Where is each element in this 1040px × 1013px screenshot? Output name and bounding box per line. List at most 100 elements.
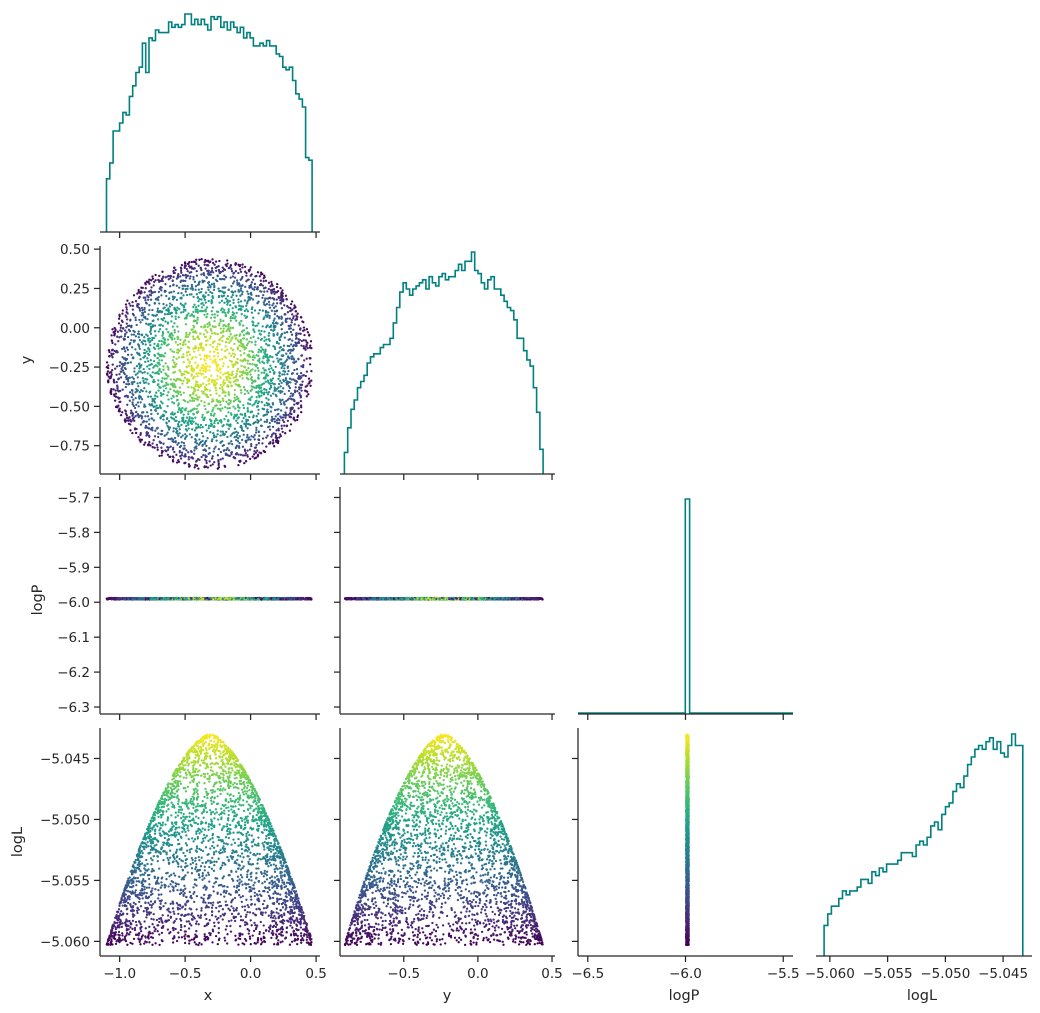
scatter-point: [246, 419, 250, 422]
scatter-point: [259, 279, 262, 282]
scatter-point: [250, 375, 253, 379]
scatter-point: [200, 390, 203, 393]
scatter-point: [127, 361, 130, 365]
scatter-point: [128, 329, 132, 333]
scatter-point: [156, 446, 159, 449]
scatter-point: [262, 377, 265, 380]
scatter-point: [111, 368, 114, 372]
scatter-point: [190, 267, 194, 270]
scatter-point: [237, 453, 240, 456]
scatter-point: [146, 334, 149, 338]
scatter-point: [266, 379, 270, 382]
scatter-point: [260, 329, 263, 333]
scatter-point: [213, 316, 217, 319]
scatter-point: [230, 413, 233, 416]
scatter-point: [269, 285, 272, 288]
scatter-point: [257, 438, 261, 442]
scatter-point: [169, 455, 172, 458]
scatter-point: [131, 376, 134, 379]
scatter-point: [271, 425, 275, 429]
scatter-point: [246, 290, 249, 293]
histogram-y: [343, 251, 544, 474]
scatter-point: [214, 347, 217, 351]
scatter-point: [169, 285, 172, 288]
scatter-point: [234, 383, 237, 386]
scatter-point: [207, 271, 210, 274]
scatter-point: [223, 381, 227, 385]
scatter-point: [208, 382, 211, 385]
scatter-point: [180, 451, 184, 454]
scatter-point: [125, 322, 128, 325]
scatter-point: [184, 308, 187, 312]
scatter-point: [144, 441, 147, 444]
scatter-point: [288, 411, 292, 415]
scatter-point: [226, 262, 229, 265]
scatter-point: [170, 397, 173, 400]
scatter-point: [266, 434, 269, 437]
scatter-point: [173, 337, 176, 340]
scatter-point: [153, 301, 156, 305]
scatter-point: [280, 427, 284, 430]
scatter-point: [140, 333, 143, 337]
scatter-point: [150, 362, 153, 366]
scatter-point: [292, 343, 296, 347]
scatter-point: [156, 352, 160, 355]
scatter-point: [256, 405, 260, 408]
scatter-point: [296, 415, 299, 419]
scatter-point: [164, 411, 168, 414]
scatter-point: [213, 380, 216, 383]
scatter-point: [238, 344, 241, 347]
scatter-point: [239, 278, 242, 281]
scatter-point: [217, 294, 221, 298]
scatter-point: [174, 341, 177, 344]
scatter-point: [194, 305, 198, 309]
scatter-point: [163, 434, 166, 437]
scatter-point: [190, 365, 193, 368]
scatter-point: [246, 300, 249, 303]
scatter-point: [141, 308, 144, 312]
scatter-point: [233, 415, 237, 418]
scatter-point: [115, 380, 118, 384]
scatter-point: [125, 346, 129, 349]
scatter-point: [250, 444, 253, 448]
scatter-point: [118, 372, 121, 376]
scatter-point: [221, 444, 224, 448]
scatter-point: [278, 398, 281, 401]
scatter-point: [179, 269, 183, 273]
scatter-point: [256, 271, 260, 274]
scatter-point: [268, 421, 271, 425]
scatter-point: [274, 291, 278, 294]
scatter-point: [176, 410, 180, 414]
scatter-point: [177, 392, 180, 395]
scatter-point: [189, 275, 192, 278]
scatter-point: [236, 379, 239, 382]
scatter-point: [155, 404, 158, 407]
scatter-point: [239, 289, 243, 292]
scatter-point: [168, 305, 172, 308]
scatter-point: [248, 349, 251, 353]
scatter-point: [191, 328, 194, 331]
scatter-point: [214, 389, 218, 392]
scatter-point: [209, 286, 212, 289]
scatter-point: [129, 361, 133, 364]
scatter-point: [279, 362, 282, 365]
scatter-point: [178, 432, 181, 435]
scatter-point: [125, 382, 128, 386]
scatter-point: [237, 271, 240, 275]
scatter-point: [181, 343, 185, 347]
scatter-point: [149, 428, 153, 431]
scatter-point: [265, 315, 269, 318]
scatter-point: [240, 438, 244, 442]
scatter-point: [233, 457, 237, 460]
scatter-point: [289, 306, 292, 310]
scatter-point: [221, 269, 225, 273]
scatter-point: [249, 397, 252, 400]
scatter-point: [106, 370, 110, 373]
scatter-point: [196, 283, 200, 287]
scatter-point: [200, 273, 203, 276]
scatter-point: [294, 360, 298, 363]
scatter-point: [184, 279, 187, 283]
scatter-point: [265, 413, 269, 416]
scatter-point: [171, 411, 174, 414]
scatter-point: [287, 389, 291, 393]
